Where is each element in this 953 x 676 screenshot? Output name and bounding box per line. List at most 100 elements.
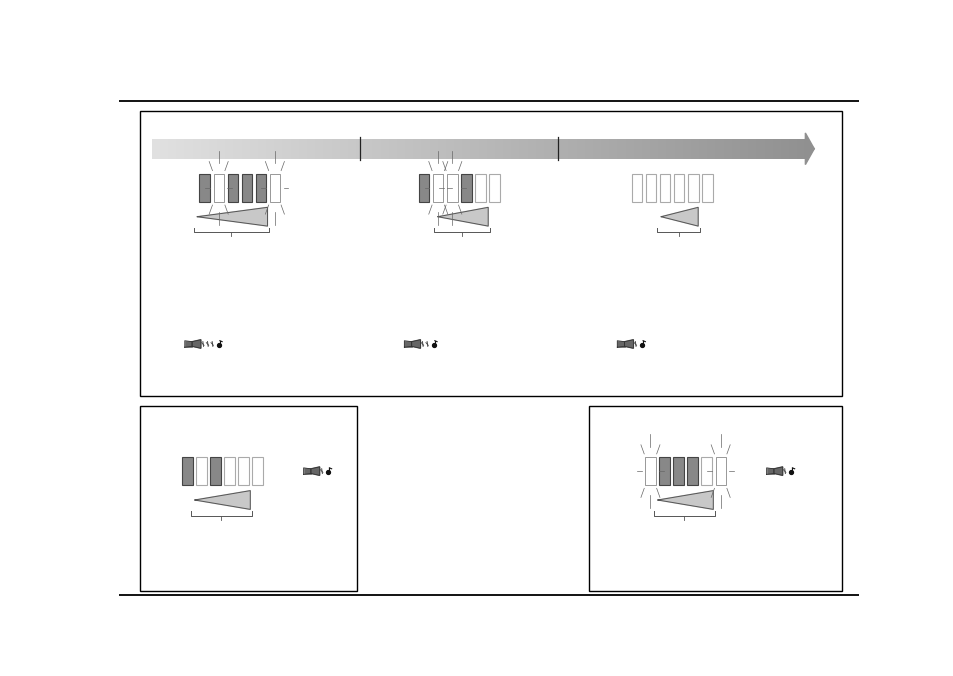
Bar <box>584 139 593 159</box>
Bar <box>527 139 536 159</box>
Bar <box>763 139 773 159</box>
Bar <box>314 139 324 159</box>
Bar <box>645 174 656 202</box>
Bar <box>274 139 283 159</box>
Bar <box>140 406 357 592</box>
Bar <box>225 139 234 159</box>
Bar <box>413 139 421 159</box>
Bar <box>193 139 201 159</box>
Bar <box>687 174 698 202</box>
Bar <box>486 139 496 159</box>
Bar <box>766 468 773 475</box>
Bar <box>552 139 560 159</box>
Bar <box>772 139 781 159</box>
Bar <box>196 457 207 485</box>
Bar <box>217 139 226 159</box>
Bar <box>617 341 624 347</box>
Bar <box>747 139 757 159</box>
Bar <box>255 174 266 202</box>
Bar <box>666 139 675 159</box>
Polygon shape <box>197 208 267 226</box>
Polygon shape <box>660 208 698 226</box>
Bar <box>404 341 412 347</box>
Bar <box>649 139 659 159</box>
Bar <box>253 457 263 485</box>
Bar <box>659 457 669 485</box>
Bar <box>781 139 789 159</box>
Bar <box>405 139 414 159</box>
Bar <box>429 139 438 159</box>
Bar <box>209 139 217 159</box>
Bar <box>641 139 650 159</box>
Bar <box>740 139 748 159</box>
Bar <box>332 139 340 159</box>
Bar <box>250 139 258 159</box>
Bar <box>495 139 503 159</box>
Bar <box>511 139 519 159</box>
Bar <box>617 139 626 159</box>
Polygon shape <box>804 139 813 159</box>
Bar <box>593 139 601 159</box>
Polygon shape <box>194 491 250 510</box>
Bar <box>266 139 274 159</box>
Bar <box>700 457 711 485</box>
Polygon shape <box>437 208 488 226</box>
Bar <box>291 139 299 159</box>
Bar <box>460 174 471 202</box>
Bar <box>543 139 552 159</box>
Bar <box>233 139 242 159</box>
Bar <box>298 139 308 159</box>
Bar <box>323 139 332 159</box>
Bar <box>609 139 618 159</box>
Polygon shape <box>192 340 201 348</box>
Bar <box>715 139 723 159</box>
Bar <box>228 174 237 202</box>
Bar <box>659 174 670 202</box>
Polygon shape <box>624 340 633 348</box>
Bar <box>213 174 224 202</box>
Bar <box>140 111 841 396</box>
Bar <box>160 139 169 159</box>
Bar <box>699 139 707 159</box>
Bar <box>674 174 683 202</box>
Bar <box>756 139 764 159</box>
Bar <box>433 174 443 202</box>
Bar <box>470 139 478 159</box>
Bar <box>447 174 457 202</box>
Bar <box>241 174 252 202</box>
Bar <box>687 457 697 485</box>
Bar <box>633 139 642 159</box>
Bar <box>355 139 365 159</box>
Bar <box>152 139 160 159</box>
Bar <box>184 139 193 159</box>
Bar <box>706 139 716 159</box>
Bar <box>475 174 485 202</box>
Polygon shape <box>658 491 713 510</box>
Bar <box>372 139 381 159</box>
Bar <box>715 457 725 485</box>
Bar <box>589 406 841 592</box>
Bar <box>690 139 700 159</box>
Bar <box>421 139 430 159</box>
Bar <box>224 457 234 485</box>
Bar <box>536 139 544 159</box>
Bar <box>238 457 249 485</box>
Bar <box>348 139 356 159</box>
Bar <box>168 139 177 159</box>
Polygon shape <box>412 340 420 348</box>
Bar <box>418 174 429 202</box>
Bar <box>559 139 569 159</box>
Bar <box>185 341 192 347</box>
Bar <box>257 139 267 159</box>
Bar <box>270 174 280 202</box>
Bar <box>462 139 471 159</box>
Bar <box>199 174 210 202</box>
Bar <box>723 139 732 159</box>
Bar <box>176 139 185 159</box>
Bar <box>731 139 740 159</box>
Bar <box>658 139 666 159</box>
Bar <box>396 139 405 159</box>
Bar <box>282 139 291 159</box>
Bar <box>788 139 797 159</box>
Bar <box>303 468 311 475</box>
